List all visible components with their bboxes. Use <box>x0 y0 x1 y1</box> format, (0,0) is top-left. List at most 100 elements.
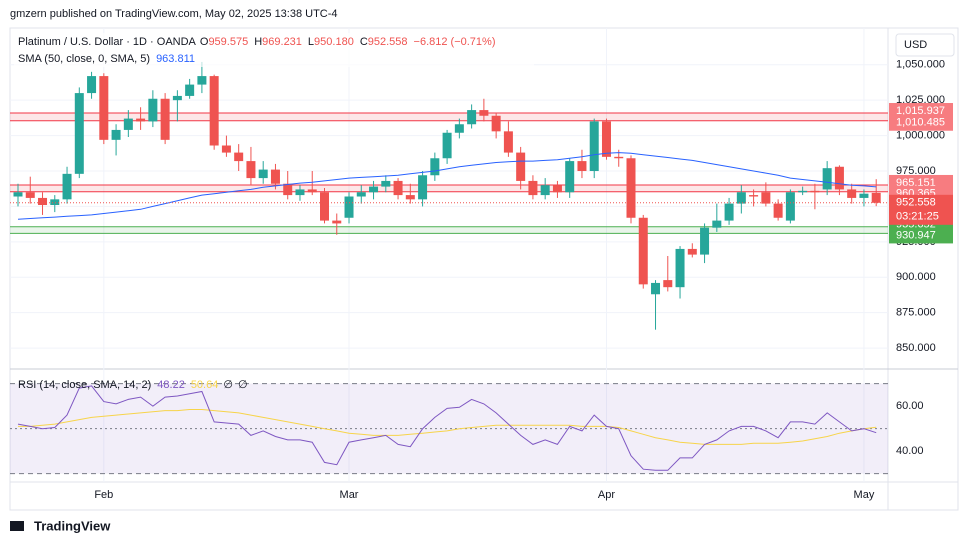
y-tick-label: 1,050.000 <box>896 59 945 71</box>
candle-body <box>320 192 329 221</box>
candle-body <box>859 193 869 198</box>
candle-body <box>614 156 624 159</box>
price-tag-label: 930.947 <box>896 229 936 241</box>
published: gmzern published on TradingView.com, May… <box>10 8 338 20</box>
candle-body <box>270 169 280 184</box>
candle-body <box>626 158 636 218</box>
candle-body <box>712 220 722 228</box>
candle-body <box>344 196 354 218</box>
candle-body <box>761 192 771 204</box>
candle-body <box>798 190 808 193</box>
ohlc-value: 950.180 <box>314 36 354 48</box>
y-tick-label: 975.000 <box>896 165 936 177</box>
x-tick-label: Apr <box>598 489 615 501</box>
candle-body <box>246 161 256 179</box>
sma-legend: SMA (50, close, 0, SMA, 5) 963.811 <box>18 53 195 65</box>
last-price-tag <box>889 194 953 225</box>
candle-body <box>369 186 379 193</box>
rsi-value: 48.22 <box>157 379 185 391</box>
ohlc-key: H <box>254 36 262 48</box>
countdown: 03:21:25 <box>896 211 939 223</box>
rsi-name: RSI (14, close, SMA, 14, 2) <box>18 379 151 391</box>
brand: TradingView <box>34 518 111 533</box>
ohlc-key: C <box>360 36 368 48</box>
candle-body <box>638 217 648 285</box>
last-price-label: 952.558 <box>896 197 936 209</box>
rsi-sma-line <box>18 409 877 445</box>
sma-line <box>17 152 877 220</box>
candle-body <box>123 118 133 130</box>
y-tick-label: 900.000 <box>896 271 936 283</box>
candle-body <box>467 110 477 125</box>
candle-body <box>393 180 403 196</box>
candle-body <box>442 132 452 159</box>
candle-body <box>62 173 72 200</box>
candle-body <box>418 175 428 200</box>
x-tick-label: May <box>854 489 875 501</box>
rsi-tick-label: 60.00 <box>896 400 924 412</box>
candle-body <box>13 192 23 197</box>
symbol: Platinum / U.S. Dollar · 1D · OANDA <box>18 36 197 48</box>
candle-body <box>589 121 599 172</box>
sma-name: SMA (50, close, 0, SMA, 5) <box>18 53 150 65</box>
candle-body <box>111 129 121 140</box>
price-tag-label: 1,010.485 <box>896 117 945 129</box>
candle-body <box>172 95 182 101</box>
price-tag <box>889 227 953 244</box>
change: −6.812 (−0.71%) <box>414 36 496 48</box>
price-tag <box>889 114 953 131</box>
candle-body <box>283 183 293 196</box>
currency: USD <box>904 39 927 51</box>
ohlc-value: 959.575 <box>208 36 248 48</box>
candle-body <box>601 121 611 157</box>
candle-body <box>356 192 366 197</box>
x-tick-label: Feb <box>94 489 113 501</box>
candle-body <box>381 180 391 187</box>
candle-body <box>160 98 170 140</box>
rsi-legend: RSI (14, close, SMA, 14, 2) 48.22 50.64 ∅ ∅ <box>18 379 248 391</box>
candle-body <box>87 76 97 94</box>
candle-body <box>503 131 513 153</box>
candle-body <box>675 248 685 288</box>
candle-body <box>834 166 844 190</box>
candle-body <box>234 152 244 162</box>
rsi-tick-label: 40.00 <box>896 445 924 457</box>
candle-body <box>405 195 415 200</box>
candle-body <box>258 169 268 179</box>
candle-body <box>577 161 587 172</box>
candle-body <box>871 192 881 203</box>
candle-body <box>749 195 759 197</box>
ohlc-key: O <box>200 36 209 48</box>
candle-body <box>38 197 48 206</box>
candle-body <box>148 98 158 122</box>
candle-body <box>516 152 526 181</box>
candle-body <box>552 185 562 193</box>
sma-value: 963.811 <box>156 53 195 65</box>
rsi-extra: ∅ <box>238 379 248 391</box>
candle-body <box>295 189 305 196</box>
zone <box>10 226 888 234</box>
y-tick-label: 875.000 <box>896 307 936 319</box>
zone <box>10 184 888 192</box>
rsi-line <box>17 385 877 471</box>
ohlc-value: 969.231 <box>262 36 302 48</box>
logo <box>10 521 24 531</box>
zone <box>10 113 888 121</box>
y-tick-label: 1,000.000 <box>896 129 945 141</box>
candle-body <box>479 110 489 116</box>
candle-body <box>773 203 783 218</box>
currency-box[interactable] <box>895 33 955 57</box>
candle-body <box>50 199 60 206</box>
legend-bg <box>14 33 534 67</box>
candle-body <box>307 189 317 193</box>
candle-body <box>332 220 342 224</box>
candle-body <box>700 227 710 255</box>
candle-body <box>651 282 661 295</box>
candle-body <box>491 115 501 132</box>
candle-body <box>136 118 146 122</box>
candle-body <box>209 76 219 146</box>
candle-body <box>724 203 734 221</box>
candle-body <box>454 124 464 133</box>
candle-body <box>528 180 538 196</box>
